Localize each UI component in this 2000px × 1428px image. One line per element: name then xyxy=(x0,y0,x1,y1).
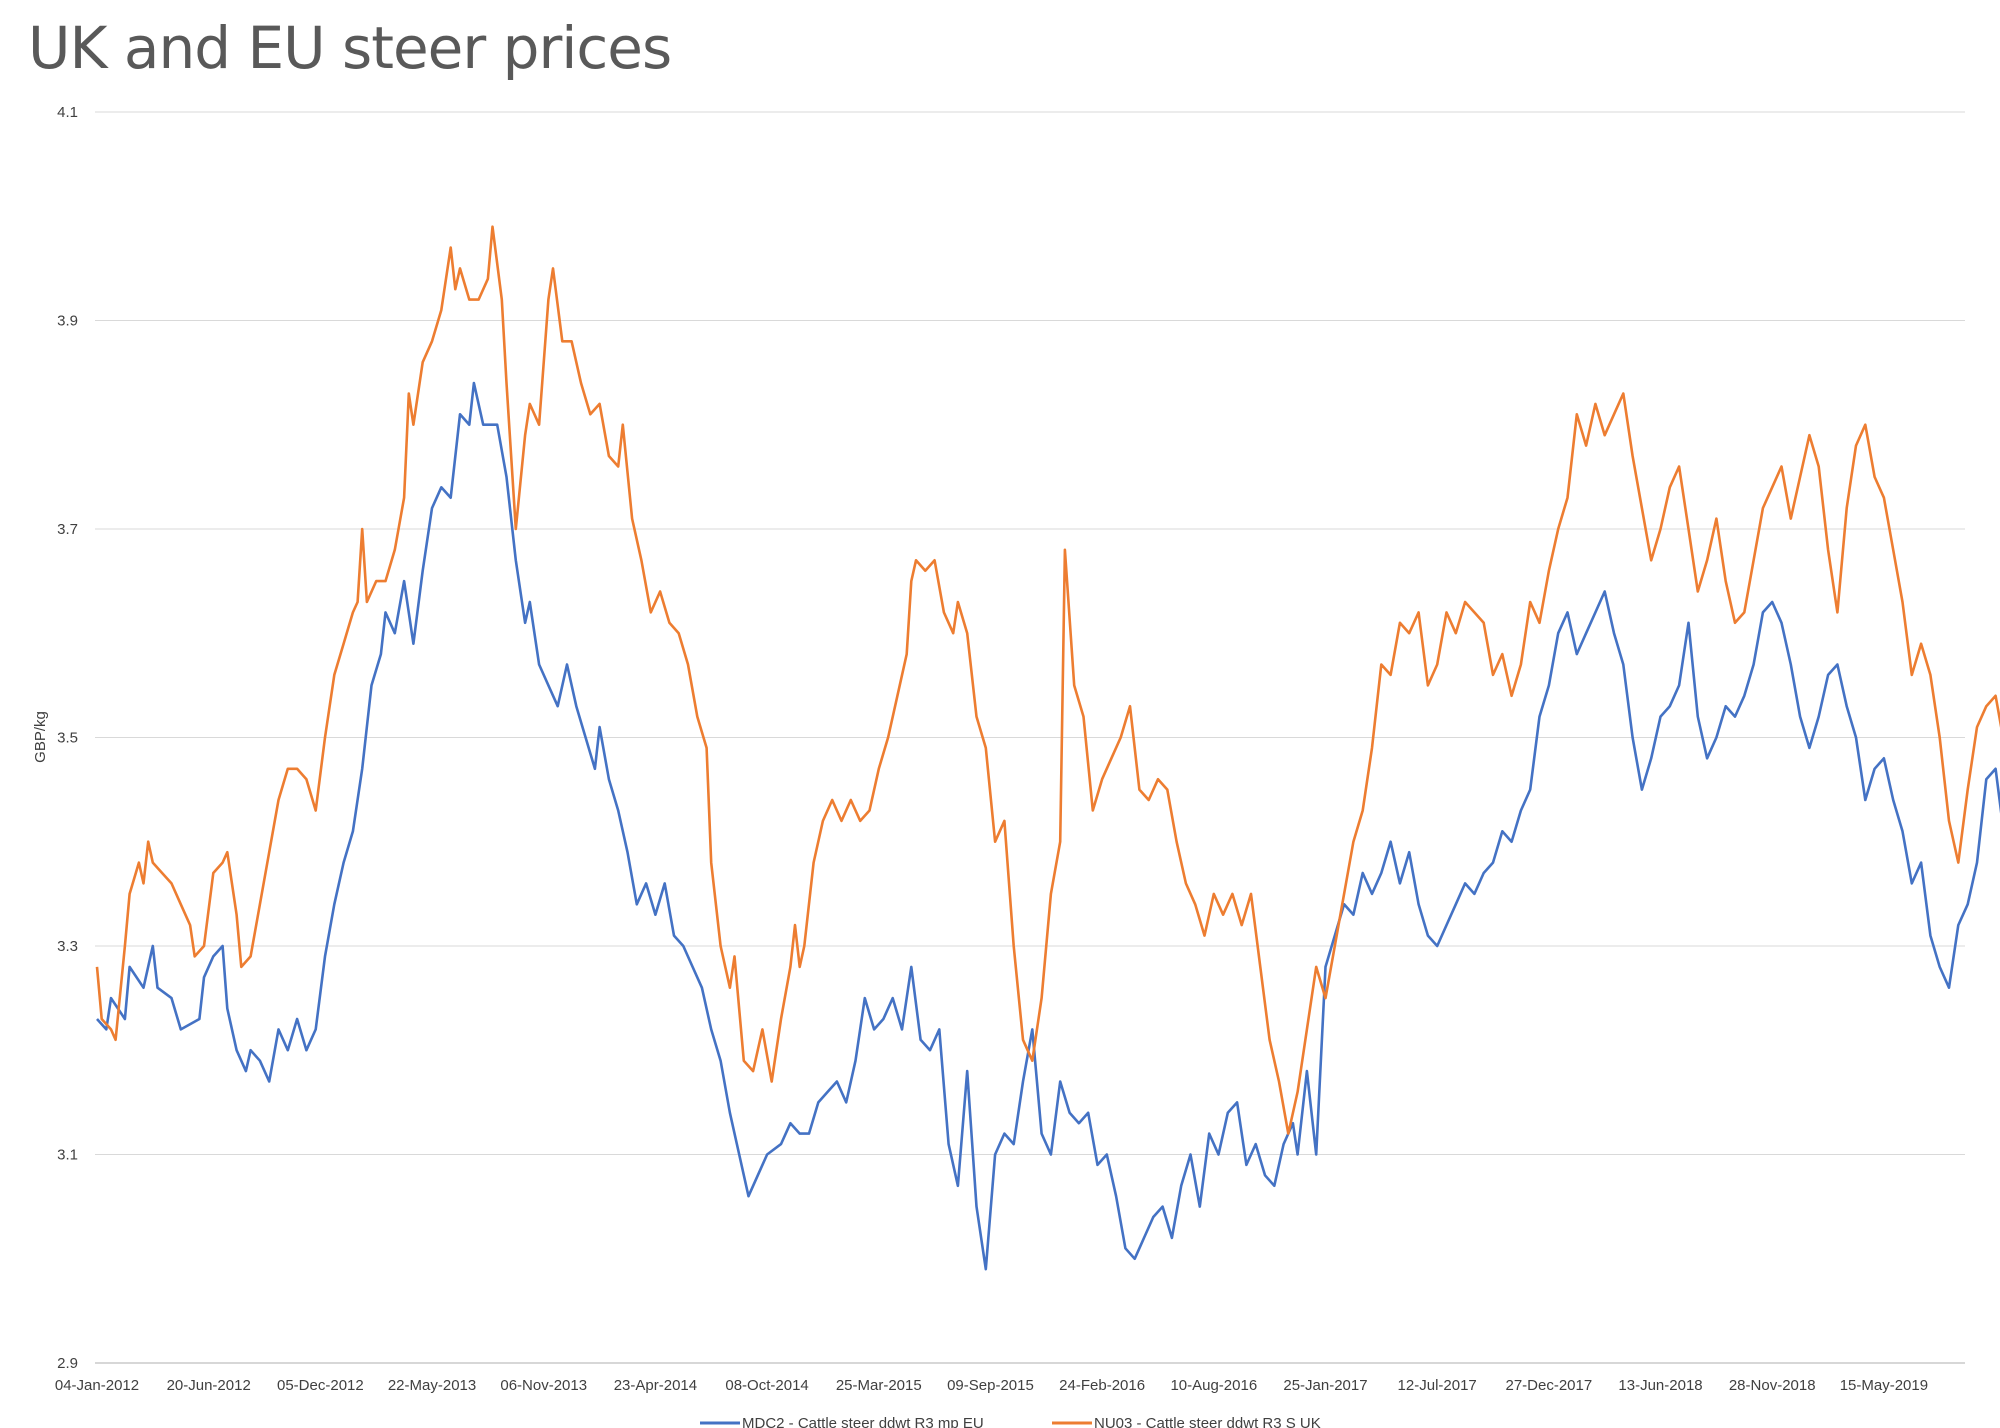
x-tick-label: 24-Feb-2016 xyxy=(1059,1377,1145,1394)
legend-label-mdc2: MDC2 - Cattle steer ddwt R3 mp EU xyxy=(742,1415,984,1428)
x-tick-label: 13-Jun-2018 xyxy=(1618,1377,1702,1394)
y-tick-label: 3.5 xyxy=(57,730,78,747)
x-tick-label: 27-Dec-2017 xyxy=(1505,1377,1592,1394)
x-tick-label: 20-Jun-2012 xyxy=(167,1377,251,1394)
x-tick-label: 25-Mar-2015 xyxy=(836,1377,922,1394)
x-tick-label: 22-May-2013 xyxy=(388,1377,476,1394)
x-tick-label: 25-Jan-2017 xyxy=(1283,1377,1367,1394)
x-tick-label: 08-Oct-2014 xyxy=(725,1377,808,1394)
y-axis-ticks: 2.9 3.1 3.3 3.5 3.7 3.9 4.1 xyxy=(57,104,78,1372)
series-line-mdc2 xyxy=(96,381,2000,1271)
y-tick-label: 2.9 xyxy=(57,1355,78,1372)
x-tick-label: 28-Nov-2018 xyxy=(1729,1377,1816,1394)
y-tick-label: 3.9 xyxy=(57,313,78,330)
x-tick-label: 23-Apr-2014 xyxy=(614,1377,697,1394)
x-tick-label: 05-Dec-2012 xyxy=(277,1377,364,1394)
y-axis-label: GBP/kg xyxy=(32,711,49,763)
legend: MDC2 - Cattle steer ddwt R3 mp EU NU03 -… xyxy=(700,1415,1321,1428)
series-lines xyxy=(95,225,2000,1271)
x-axis-ticks: 04-Jan-2012 20-Jun-2012 05-Dec-2012 22-May-… xyxy=(55,1377,1928,1394)
y-tick-label: 3.1 xyxy=(57,1147,78,1164)
chart-title: UK and EU steer prices xyxy=(28,14,672,82)
x-tick-label: 06-Nov-2013 xyxy=(500,1377,587,1394)
gridlines xyxy=(95,111,1965,1155)
y-tick-label: 4.1 xyxy=(57,104,78,121)
x-tick-label: 10-Aug-2016 xyxy=(1170,1377,1257,1394)
legend-label-nu03: NU03 - Cattle steer ddwt R3 S UK xyxy=(1094,1415,1321,1428)
x-tick-label: 15-May-2019 xyxy=(1840,1377,1928,1394)
series-line-nu03 xyxy=(95,225,2000,1135)
y-tick-label: 3.7 xyxy=(57,521,78,538)
y-tick-label: 3.3 xyxy=(57,938,78,955)
x-tick-label: 12-Jul-2017 xyxy=(1398,1377,1477,1394)
x-tick-label: 04-Jan-2012 xyxy=(55,1377,139,1394)
x-tick-label: 09-Sep-2015 xyxy=(947,1377,1034,1394)
